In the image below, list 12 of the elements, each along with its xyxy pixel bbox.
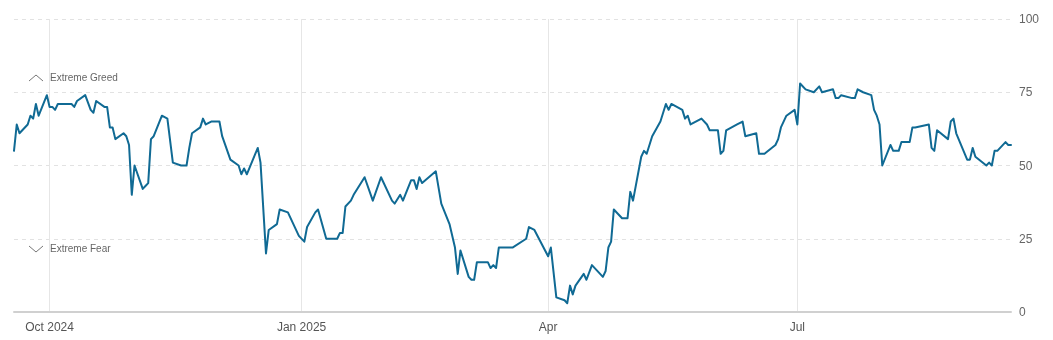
x-tick-label: Jul bbox=[789, 320, 806, 334]
line-series bbox=[13, 82, 1012, 305]
y-tick-label: 0 bbox=[1019, 305, 1026, 319]
y-tick-label: 50 bbox=[1019, 158, 1033, 173]
x-tick-label: Apr bbox=[538, 320, 558, 334]
y-tick-label: 100 bbox=[1019, 12, 1040, 26]
x-tick-label: Oct 2024 bbox=[25, 320, 75, 334]
y-tick-label: 75 bbox=[1019, 85, 1033, 100]
annotation: Extreme Greed bbox=[50, 72, 118, 83]
x-tick-label: Jan 2025 bbox=[276, 320, 327, 334]
annotation: Extreme Fear bbox=[50, 243, 111, 254]
y-tick-label: 25 bbox=[1019, 231, 1033, 246]
